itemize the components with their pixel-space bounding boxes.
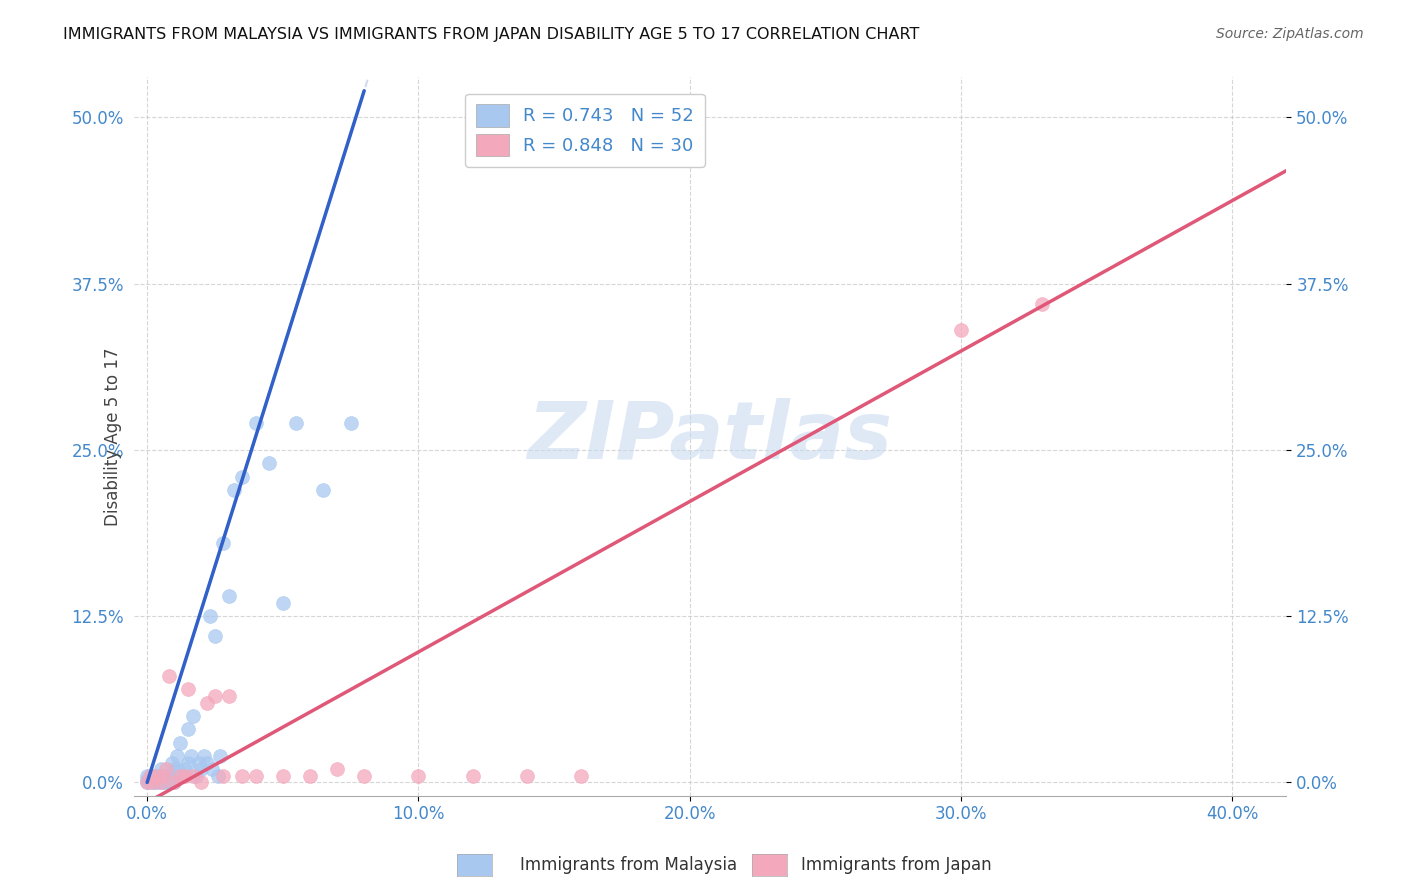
Point <box>139 775 162 789</box>
Point <box>163 775 186 789</box>
Point <box>193 748 215 763</box>
Point <box>136 775 159 789</box>
Point <box>146 775 169 789</box>
Y-axis label: Disability Age 5 to 17: Disability Age 5 to 17 <box>104 347 122 526</box>
Point <box>143 772 166 786</box>
Point <box>204 689 226 703</box>
Point <box>516 769 538 783</box>
Point <box>190 762 212 776</box>
Point <box>163 762 186 776</box>
Point <box>149 775 172 789</box>
Text: ZIPatlas: ZIPatlas <box>527 398 893 475</box>
Legend: R = 0.743   N = 52, R = 0.848   N = 30: R = 0.743 N = 52, R = 0.848 N = 30 <box>465 94 704 167</box>
Text: Immigrants from Malaysia: Immigrants from Malaysia <box>520 856 737 874</box>
Point <box>155 775 177 789</box>
Point <box>198 609 221 624</box>
Point <box>169 769 191 783</box>
Point <box>257 456 280 470</box>
Point <box>160 756 183 770</box>
Point <box>408 769 430 783</box>
Point <box>209 748 232 763</box>
Point <box>139 772 162 786</box>
Point <box>212 536 235 550</box>
Point <box>218 589 240 603</box>
Point <box>204 629 226 643</box>
Point <box>195 756 218 770</box>
Point <box>149 769 172 783</box>
Point <box>152 775 174 789</box>
Point <box>155 769 177 783</box>
Point <box>177 682 200 697</box>
Point <box>190 775 212 789</box>
Point <box>142 775 165 789</box>
Point <box>245 417 267 431</box>
Point <box>181 709 204 723</box>
Point <box>146 769 169 783</box>
Point <box>298 769 321 783</box>
Point <box>163 775 186 789</box>
Point <box>152 769 174 783</box>
Point <box>181 769 204 783</box>
Point <box>166 762 188 776</box>
Point <box>136 769 159 783</box>
Point <box>177 756 200 770</box>
Point <box>271 769 294 783</box>
Point <box>143 769 166 783</box>
Point <box>326 762 349 776</box>
Point <box>218 689 240 703</box>
Point <box>174 762 197 776</box>
Point <box>339 417 361 431</box>
Point <box>136 775 159 789</box>
Point <box>157 775 180 789</box>
Point <box>157 669 180 683</box>
Point <box>149 762 172 776</box>
Point <box>461 769 484 783</box>
Point <box>143 775 166 789</box>
Point <box>180 748 202 763</box>
Point <box>201 762 224 776</box>
Point <box>174 769 197 783</box>
Text: Source: ZipAtlas.com: Source: ZipAtlas.com <box>1216 27 1364 41</box>
Point <box>312 483 335 497</box>
Point <box>184 769 207 783</box>
Point <box>1031 296 1053 310</box>
Point <box>139 769 162 783</box>
Point <box>155 762 177 776</box>
Point <box>353 769 375 783</box>
Point <box>166 748 188 763</box>
Point <box>231 469 253 483</box>
Point <box>231 769 253 783</box>
Point <box>207 769 229 783</box>
Text: IMMIGRANTS FROM MALAYSIA VS IMMIGRANTS FROM JAPAN DISABILITY AGE 5 TO 17 CORRELA: IMMIGRANTS FROM MALAYSIA VS IMMIGRANTS F… <box>63 27 920 42</box>
Text: Immigrants from Japan: Immigrants from Japan <box>801 856 993 874</box>
Point <box>169 735 191 749</box>
Point <box>177 723 200 737</box>
Point <box>569 769 592 783</box>
Point <box>152 769 174 783</box>
Point <box>245 769 267 783</box>
Point <box>285 417 308 431</box>
Point <box>271 596 294 610</box>
Point <box>172 769 194 783</box>
Point <box>157 769 180 783</box>
Point <box>195 696 218 710</box>
Point <box>212 769 235 783</box>
Point <box>136 772 159 787</box>
Point <box>149 775 172 789</box>
Point <box>222 483 245 497</box>
Point <box>949 323 972 337</box>
Point <box>187 756 209 770</box>
Point <box>142 775 165 789</box>
Point <box>142 769 165 783</box>
